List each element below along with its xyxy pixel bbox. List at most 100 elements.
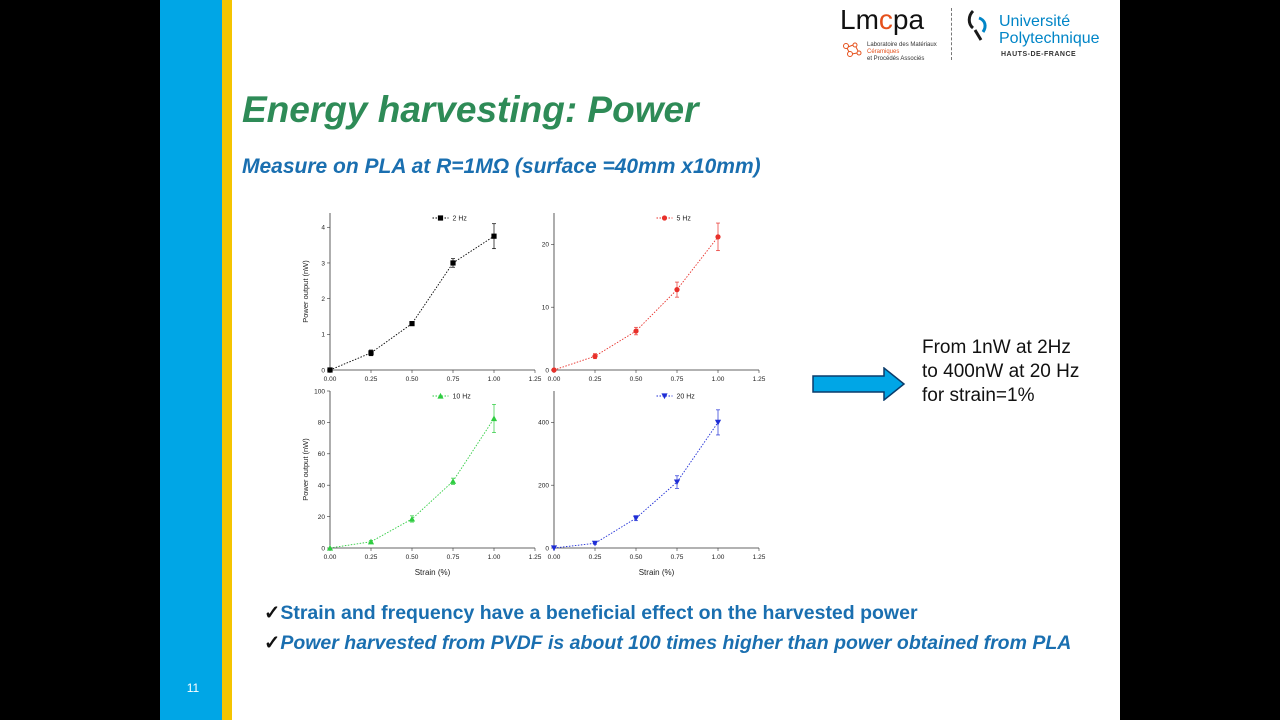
data-point	[714, 419, 722, 426]
y-tick-label: 1	[321, 332, 325, 339]
data-point	[408, 515, 416, 522]
x-tick-label: 1.25	[753, 554, 766, 561]
y-tick-label: 80	[318, 420, 326, 427]
y-tick-label: 100	[314, 388, 325, 395]
y-tick-label: 40	[318, 483, 326, 490]
x-tick-label: 0.75	[671, 376, 684, 383]
x-tick-label: 0.25	[589, 554, 602, 561]
data-point	[368, 350, 374, 356]
bullet-item: ✓Power harvested from PVDF is about 100 …	[264, 632, 1072, 654]
legend-label: 20 Hz	[677, 394, 696, 401]
y-tick-label: 60	[318, 451, 326, 458]
x-tick-label: 0.25	[365, 554, 378, 561]
bullet-item: ✓Strain and frequency have a beneficial …	[264, 602, 918, 624]
x-axis-label: Strain (%)	[415, 568, 451, 577]
y-axis-label: Power output (nW)	[301, 438, 310, 501]
logo-separator	[951, 8, 952, 60]
chart-grid: 0.00 0.25 0.50 0.75 1.00 1.25 0 1 2 3 4 Power outpu…	[290, 205, 780, 585]
y-tick-label: 0	[545, 545, 549, 552]
note-line: From 1nW at 2Hz	[922, 337, 1071, 358]
right-arrow-icon	[812, 367, 906, 401]
data-point	[437, 392, 444, 399]
data-point	[326, 544, 334, 551]
y-tick-label: 10	[542, 305, 550, 312]
x-tick-label: 0.25	[365, 376, 378, 383]
data-point	[632, 515, 640, 522]
y-tick-label: 0	[321, 545, 325, 552]
conclusions-list: ✓Strain and frequency have a beneficial …	[264, 600, 1114, 660]
data-point	[409, 321, 415, 327]
x-tick-label: 1.00	[712, 554, 725, 561]
y-tick-label: 400	[538, 420, 549, 427]
legend-label: 2 Hz	[453, 216, 468, 223]
legend-label: 10 Hz	[453, 394, 472, 401]
y-tick-label: 200	[538, 483, 549, 490]
x-tick-label: 0.75	[447, 554, 460, 561]
lmcpa-logo-text: Lmcpa	[840, 4, 925, 35]
x-tick-label: 0.00	[324, 376, 337, 383]
x-tick-label: 1.25	[529, 554, 542, 561]
lmcpa-logo: Lmcpa Laboratoire des Matériaux Céramiqu…	[840, 4, 950, 66]
y-axis-label: Power output (nW)	[301, 260, 310, 323]
data-point	[450, 260, 456, 266]
legend-label: 5 Hz	[677, 216, 692, 223]
uphf-emblem-icon	[967, 9, 987, 41]
data-point	[592, 353, 598, 359]
y-tick-label: 3	[321, 260, 325, 267]
data-point	[633, 328, 639, 334]
x-tick-label: 0.75	[671, 554, 684, 561]
x-tick-label: 0.25	[589, 376, 602, 383]
slide-subtitle: Measure on PLA at R=1MΩ (surface =40mm x…	[242, 155, 761, 178]
data-point	[673, 479, 681, 486]
x-tick-label: 0.00	[324, 554, 337, 561]
uphf-logo: Université Polytechnique HAUTS-DE-FRANCE	[965, 8, 1115, 68]
x-tick-label: 0.00	[548, 554, 561, 561]
y-tick-label: 20	[542, 242, 550, 249]
data-point	[715, 234, 721, 240]
lmcpa-molecule-icon	[843, 42, 862, 57]
check-icon: ✓	[264, 602, 281, 624]
slide-title: Energy harvesting: Power	[242, 89, 699, 130]
data-point	[449, 478, 457, 484]
x-tick-label: 1.25	[529, 376, 542, 383]
y-tick-label: 4	[321, 225, 325, 232]
side-bar-blue	[160, 0, 222, 720]
x-tick-label: 0.50	[630, 554, 643, 561]
x-tick-label: 1.25	[753, 376, 766, 383]
x-tick-label: 1.00	[712, 376, 725, 383]
data-point	[661, 393, 668, 400]
series-line	[329, 235, 495, 371]
slide: 11 Lmcpa Laboratoire des Matériaux Céram…	[160, 0, 1120, 720]
data-point	[550, 545, 558, 552]
x-tick-label: 0.75	[447, 376, 460, 383]
x-tick-label: 0.50	[406, 376, 419, 383]
data-point	[490, 415, 498, 422]
data-point	[327, 367, 333, 373]
y-tick-label: 20	[318, 514, 326, 521]
data-point	[437, 215, 444, 221]
data-point	[591, 540, 599, 547]
y-tick-label: 0	[321, 367, 325, 374]
series-line	[329, 418, 495, 549]
x-tick-label: 0.00	[548, 376, 561, 383]
lmcpa-subtitle: Laboratoire des Matériaux Céramiques et …	[867, 42, 937, 62]
data-point	[551, 367, 557, 373]
x-tick-label: 1.00	[488, 554, 501, 561]
summary-note: From 1nW at 2Hz to 400nW at 20 Hz for st…	[922, 336, 1079, 408]
check-icon: ✓	[264, 632, 281, 654]
data-point	[491, 233, 497, 239]
data-point	[661, 215, 668, 221]
side-bar-yellow	[222, 0, 232, 720]
data-point	[367, 538, 375, 545]
x-tick-label: 0.50	[630, 376, 643, 383]
y-tick-label: 2	[321, 296, 325, 303]
data-point	[674, 287, 680, 293]
series-line	[553, 422, 719, 549]
slide-number: 11	[186, 681, 200, 695]
series-line	[553, 236, 719, 371]
x-axis-label: Strain (%)	[639, 568, 675, 577]
y-tick-label: 0	[545, 367, 549, 374]
note-line: to 400nW at 20 Hz	[922, 361, 1080, 382]
x-tick-label: 0.50	[406, 554, 419, 561]
